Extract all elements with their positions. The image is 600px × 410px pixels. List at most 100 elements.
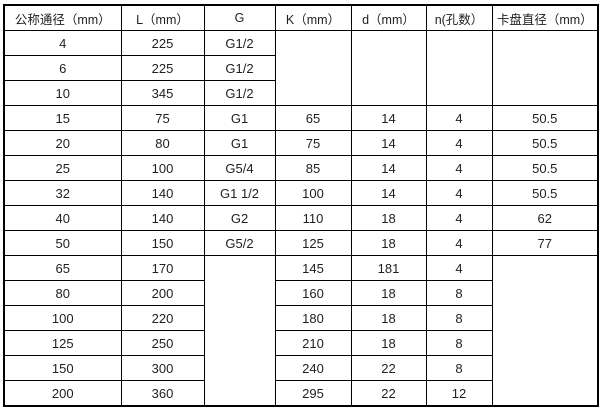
table-cell: G1 [203,130,276,156]
dimension-spec-table: 公称通径（mm） L（mm） G K（mm） d（mm） n(孔数） 卡盘直径（… [3,4,599,407]
table-cell: 8 [425,330,493,356]
table-cell: 110 [274,205,352,231]
table-cell: 14 [350,155,427,181]
table-cell: G1 [203,105,276,131]
table-row: 40 140 G2 110 18 4 62 [3,205,599,231]
table-cell: 160 [274,280,352,306]
table-cell-merged-empty [491,30,599,106]
table-cell: 145 [274,255,352,281]
table-row: 80 200 160 18 8 [3,280,598,306]
table-cell: 8 [425,355,493,381]
table-cell: 50.5 [491,180,599,206]
col-header-chuck-diameter: 卡盘直径（mm） [491,4,599,31]
col-header-n-holes: n(孔数） [425,4,493,31]
col-header-thread-g: G [203,4,276,31]
table-cell: 10 [3,80,122,106]
table-cell: 150 [120,230,205,256]
table-cell: 22 [350,380,427,407]
table-cell: 20 [3,130,122,156]
table-cell: 22 [350,355,427,381]
table-cell: 181 [350,255,427,281]
col-header-nominal-diameter: 公称通径（mm） [3,4,122,31]
table-cell: 360 [120,380,205,407]
table-cell: 25 [3,155,122,181]
table-cell: G5/4 [203,155,276,181]
table-row: 20 80 G1 75 14 4 50.5 [3,130,599,156]
table-cell: 14 [350,180,427,206]
header-row: 公称通径（mm） L（mm） G K（mm） d（mm） n(孔数） 卡盘直径（… [3,4,599,31]
table-cell: 14 [350,105,427,131]
table-cell: 4 [425,255,493,281]
table-cell: G2 [203,205,276,231]
table-cell: G1/2 [203,80,276,106]
table-cell: 125 [274,230,352,256]
table-cell: 150 [3,355,122,381]
table-cell-merged-empty [274,30,352,106]
table-row: 32 140 G1 1/2 100 14 4 50.5 [3,180,599,206]
table-row: 15 75 G1 65 14 4 50.5 [3,105,599,131]
table-cell: 50.5 [491,105,599,131]
table-cell-merged-empty [203,255,276,407]
table-row: 25 100 G5/4 85 14 4 50.5 [3,155,599,181]
table-cell: 295 [274,380,352,407]
table-cell: 18 [350,305,427,331]
table-cell: 65 [3,255,122,281]
table-cell: 12 [425,380,493,407]
table-cell: 170 [120,255,205,281]
table-cell: 4 [425,180,493,206]
table-cell: 100 [120,155,205,181]
col-header-k: K（mm） [274,4,352,31]
table-cell: 6 [3,55,122,81]
table-cell: G1/2 [203,55,276,81]
table-row: 4 225 G1/2 [3,30,599,106]
table-row: 125 250 210 18 8 [3,330,598,356]
table-cell: 62 [491,205,599,231]
table-cell: 65 [274,105,352,131]
table-cell: G1 1/2 [203,180,276,206]
table-cell: 80 [120,130,205,156]
table-cell-merged-empty [350,30,427,106]
table-cell: 180 [274,305,352,331]
table-row: 65 170 145 181 4 [3,255,599,407]
table-cell: 8 [425,305,493,331]
table-cell: 345 [120,80,205,106]
table-cell: 125 [3,330,122,356]
table-cell: 300 [120,355,205,381]
table-cell: 240 [274,355,352,381]
table-row: 150 300 240 22 8 [3,355,598,381]
table-cell: 14 [350,130,427,156]
table-cell: 4 [425,155,493,181]
table-row: 50 150 G5/2 125 18 4 77 [3,230,599,256]
table-cell: 210 [274,330,352,356]
table-cell: 50.5 [491,130,599,156]
table-cell: 250 [120,330,205,356]
table-cell: 4 [425,230,493,256]
table-cell: 50.5 [491,155,599,181]
table-cell: 75 [120,105,205,131]
table-cell: 4 [425,205,493,231]
table-cell-merged-empty [491,255,599,407]
table-cell: 32 [3,180,122,206]
col-header-d: d（mm） [350,4,427,31]
table-row: 6 225 G1/2 [3,55,598,81]
table-cell: 40 [3,205,122,231]
table-cell: 8 [425,280,493,306]
table-cell: 100 [3,305,122,331]
table-row: 200 360 295 22 12 [3,380,598,407]
table-cell: 200 [120,280,205,306]
table-cell: 140 [120,205,205,231]
table-cell: 140 [120,180,205,206]
table-cell: 50 [3,230,122,256]
table-cell: 15 [3,105,122,131]
table-cell: 18 [350,205,427,231]
table-cell: 18 [350,280,427,306]
table-cell: 4 [425,105,493,131]
table-cell: 75 [274,130,352,156]
table-cell: 80 [3,280,122,306]
table-cell: 225 [120,30,205,56]
col-header-length-l: L（mm） [120,4,205,31]
table-cell-merged-empty [425,30,493,106]
table-cell: 77 [491,230,599,256]
table-cell: G5/2 [203,230,276,256]
table-cell: 4 [3,30,122,56]
